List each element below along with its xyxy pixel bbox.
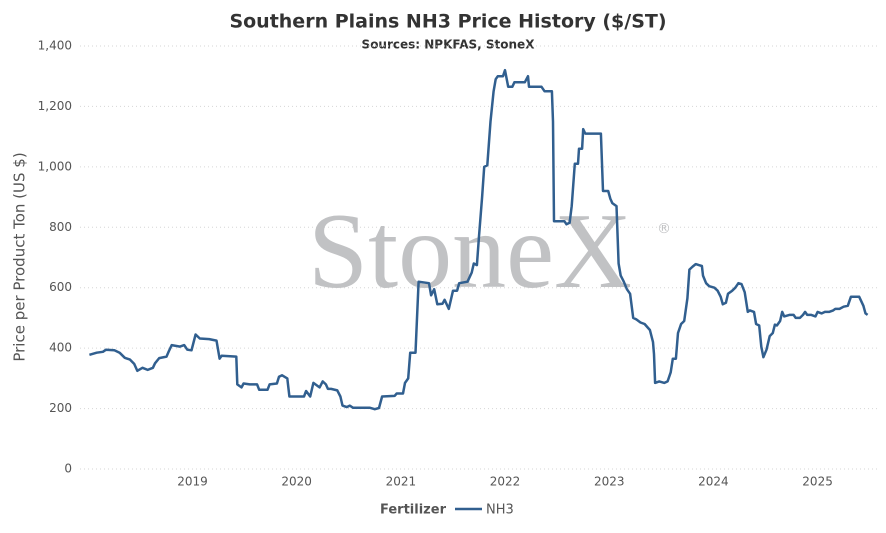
chart-subtitle: Sources: NPKFAS, StoneX	[362, 38, 536, 52]
y-tick-label: 0	[64, 462, 72, 476]
watermark: StoneX	[308, 192, 632, 311]
x-tick-label: 2020	[281, 475, 312, 489]
legend: NH3	[455, 503, 514, 518]
y-tick-label: 400	[49, 341, 72, 355]
x-tick-label: 2023	[594, 475, 625, 489]
y-tick-label: 1,000	[38, 159, 72, 173]
legend-title: Fertilizer	[380, 503, 447, 518]
data-line	[89, 68, 869, 411]
watermark-mark: ®	[657, 221, 671, 237]
y-tick-label: 600	[49, 280, 72, 294]
chart-title: Southern Plains NH3 Price History ($/ST)	[229, 11, 666, 33]
y-axis-label: Price per Product Ton (US $)	[11, 152, 29, 361]
x-tick-label: 2024	[698, 475, 729, 489]
x-tick-label: 2019	[177, 475, 208, 489]
x-tick-label: 2025	[802, 475, 833, 489]
x-tick-label: 2022	[490, 475, 521, 489]
y-tick-label: 200	[49, 401, 72, 415]
legend-label: NH3	[486, 503, 514, 518]
y-tick-label: 1,200	[38, 99, 72, 113]
y-tick-label: 800	[49, 220, 72, 234]
x-tick-label: 2021	[386, 475, 417, 489]
y-tick-label: 1,400	[38, 39, 72, 53]
